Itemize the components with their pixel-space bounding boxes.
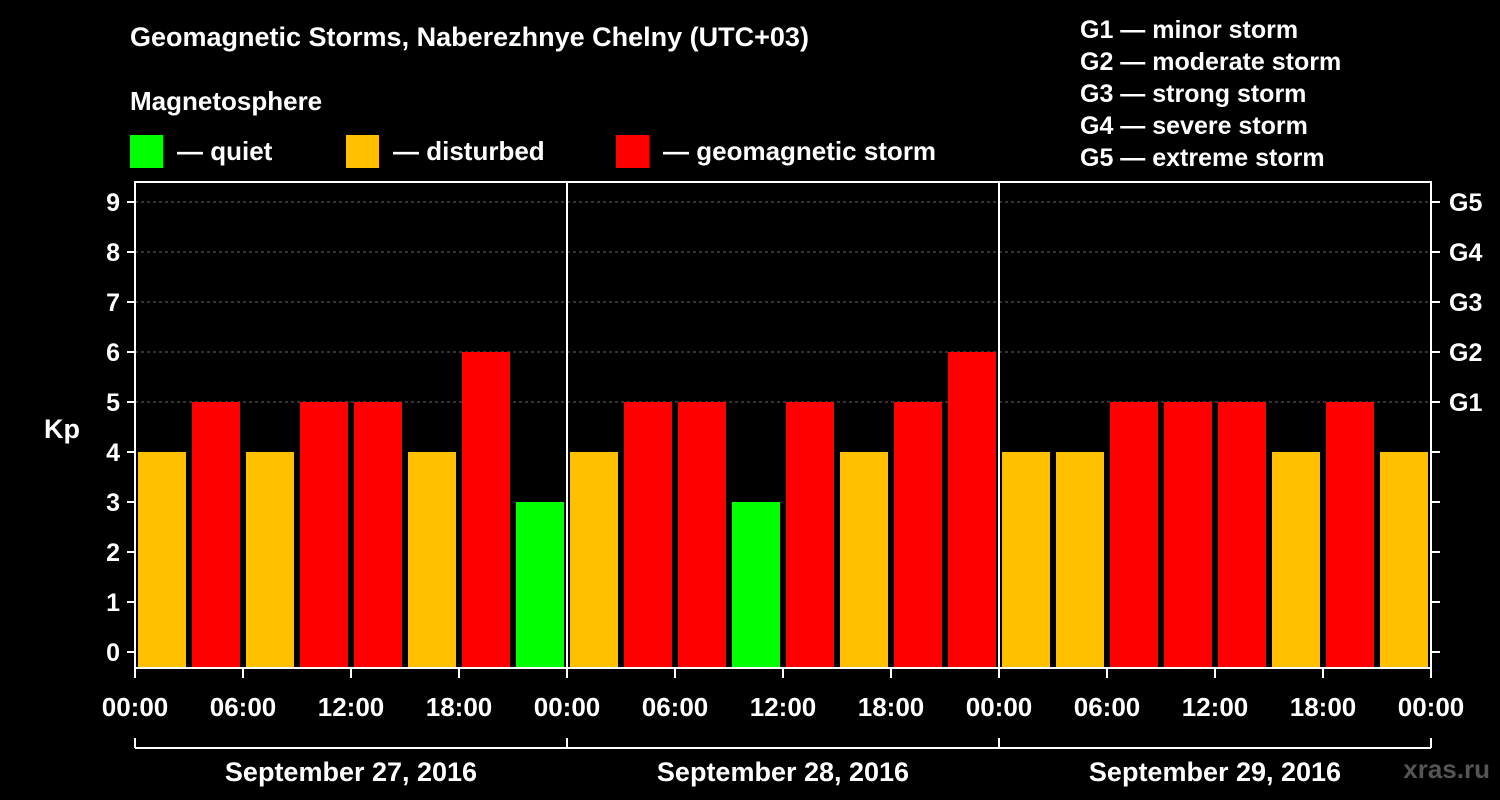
chart-title: Geomagnetic Storms, Naberezhnye Chelny (… bbox=[130, 22, 809, 52]
y-tick-label: 2 bbox=[106, 539, 120, 567]
legend-label-quiet: — quiet bbox=[177, 135, 273, 166]
x-tick-label: 00:00 bbox=[1398, 692, 1465, 722]
bar bbox=[732, 502, 780, 668]
x-tick-label: 00:00 bbox=[534, 692, 601, 722]
bar bbox=[894, 402, 942, 668]
date-label: September 27, 2016 bbox=[225, 757, 477, 787]
g-scale-item: G5 — extreme storm bbox=[1080, 144, 1325, 172]
x-tick-label: 06:00 bbox=[1074, 692, 1141, 722]
y-tick-label: 5 bbox=[106, 389, 120, 417]
bar bbox=[1326, 402, 1374, 668]
y-tick-label: 6 bbox=[106, 339, 120, 367]
bar bbox=[1002, 452, 1050, 668]
legend-storm: — geomagnetic storm bbox=[616, 134, 936, 168]
x-tick-label: 12:00 bbox=[750, 692, 817, 722]
g-level-label: G1 bbox=[1449, 389, 1482, 417]
bar bbox=[1164, 402, 1212, 668]
y-tick-label: 4 bbox=[106, 439, 120, 467]
bar bbox=[570, 452, 618, 668]
g-level-label: G5 bbox=[1449, 189, 1482, 217]
legend-label-storm: — geomagnetic storm bbox=[663, 135, 937, 166]
x-tick-label: 18:00 bbox=[426, 692, 493, 722]
bar bbox=[1218, 402, 1266, 668]
y-axis-label: Kp bbox=[44, 414, 80, 444]
legend-swatch-quiet bbox=[130, 134, 163, 168]
bar bbox=[462, 352, 510, 668]
x-tick-label: 06:00 bbox=[210, 692, 277, 722]
g-level-label: G3 bbox=[1449, 289, 1482, 317]
legend-quiet: — quiet bbox=[130, 134, 272, 168]
bar bbox=[786, 402, 834, 668]
bar bbox=[192, 402, 240, 668]
bar bbox=[246, 452, 294, 668]
date-label: September 29, 2016 bbox=[1089, 757, 1341, 787]
bar bbox=[678, 402, 726, 668]
g-scale-list: G1 — minor storm G2 — moderate storm G3 … bbox=[1080, 14, 1341, 174]
g-scale-item: G4 — severe storm bbox=[1080, 112, 1308, 140]
y-tick-label: 3 bbox=[106, 489, 120, 517]
bar bbox=[840, 452, 888, 668]
x-tick-label: 18:00 bbox=[858, 692, 925, 722]
bar bbox=[138, 452, 186, 668]
y-tick-label: 0 bbox=[106, 639, 120, 667]
magnetosphere-label: Magnetosphere bbox=[130, 86, 323, 116]
g-level-label: G4 bbox=[1449, 239, 1482, 267]
x-tick-label: 00:00 bbox=[966, 692, 1033, 722]
bar bbox=[1056, 452, 1104, 668]
bar bbox=[354, 402, 402, 668]
y-tick-label: 8 bbox=[106, 239, 120, 267]
date-label: September 28, 2016 bbox=[657, 757, 909, 787]
x-tick-label: 12:00 bbox=[318, 692, 385, 722]
g-scale-item: G3 — strong storm bbox=[1080, 80, 1307, 108]
legend-disturbed: — disturbed bbox=[346, 134, 545, 168]
bar bbox=[948, 352, 996, 668]
watermark: xras.ru bbox=[1403, 754, 1490, 784]
y-tick-label: 1 bbox=[106, 589, 120, 617]
bar bbox=[1380, 452, 1428, 668]
bar bbox=[408, 452, 456, 668]
y-tick-label: 7 bbox=[106, 289, 120, 317]
y-tick-label: 9 bbox=[106, 189, 120, 217]
g-level-label: G2 bbox=[1449, 339, 1482, 367]
bar bbox=[624, 402, 672, 668]
legend-swatch-storm bbox=[616, 134, 649, 168]
x-tick-label: 18:00 bbox=[1290, 692, 1357, 722]
bar bbox=[1272, 452, 1320, 668]
bar bbox=[300, 402, 348, 668]
x-tick-label: 06:00 bbox=[642, 692, 709, 722]
g-scale-item: G2 — moderate storm bbox=[1080, 48, 1342, 76]
x-tick-label: 00:00 bbox=[102, 692, 169, 722]
legend-label-disturbed: — disturbed bbox=[393, 135, 545, 166]
legend-swatch-disturbed bbox=[346, 134, 379, 168]
bar bbox=[516, 502, 564, 668]
g-scale-item: G1 — minor storm bbox=[1080, 16, 1299, 44]
x-tick-label: 12:00 bbox=[1182, 692, 1249, 722]
bar bbox=[1110, 402, 1158, 668]
